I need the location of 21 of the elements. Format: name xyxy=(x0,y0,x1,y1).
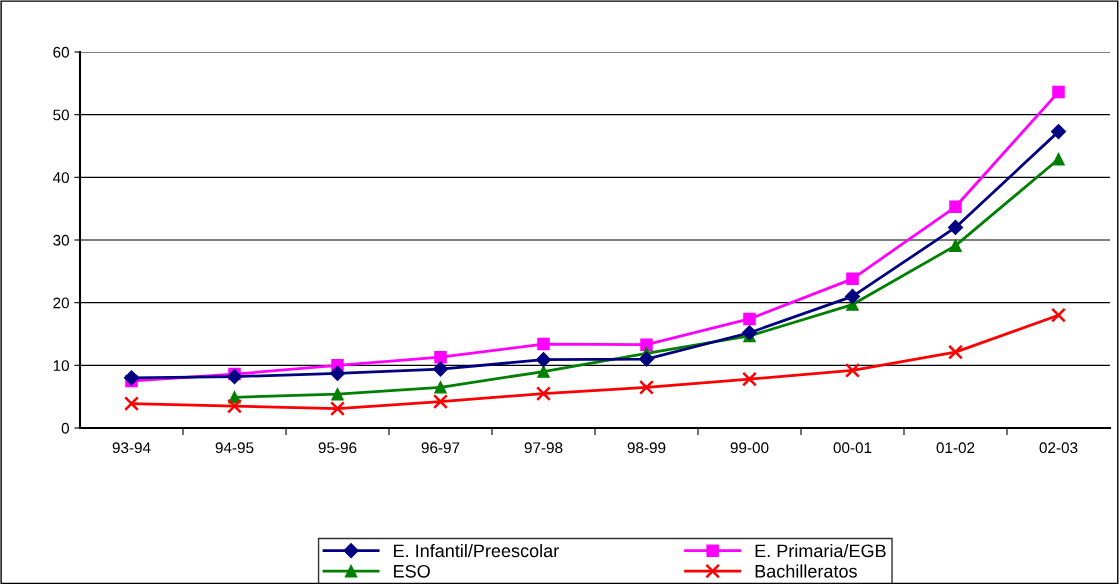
x-tick-label: 99-00 xyxy=(730,442,769,454)
x-tick-label: 00-01 xyxy=(833,442,872,454)
x-tick-label: 94-95 xyxy=(215,442,254,454)
y-tick-label: 20 xyxy=(53,297,69,309)
legend-label: Bachilleratos xyxy=(755,564,857,578)
y-tick-label: 50 xyxy=(53,109,69,121)
legend-label: E. Primaria/EGB xyxy=(755,543,886,558)
y-tick-label: 10 xyxy=(53,360,69,372)
x-tick-label: 01-02 xyxy=(936,442,975,454)
x-tick-label: 97-98 xyxy=(524,442,563,454)
legend-label: E. Infantil/Preescolar xyxy=(394,543,559,558)
legend-label: ESO xyxy=(394,564,430,578)
x-tick-label: 02-03 xyxy=(1039,442,1078,454)
x-tick-label: 93-94 xyxy=(112,442,151,454)
y-tick-label: 30 xyxy=(53,234,69,246)
x-tick-label: 98-99 xyxy=(627,442,666,454)
y-tick-label: 60 xyxy=(53,46,69,58)
y-tick-label: 0 xyxy=(61,422,69,434)
x-tick-label: 95-96 xyxy=(318,442,357,454)
y-tick-label: 40 xyxy=(52,172,69,184)
x-tick-label: 96-97 xyxy=(421,442,460,454)
